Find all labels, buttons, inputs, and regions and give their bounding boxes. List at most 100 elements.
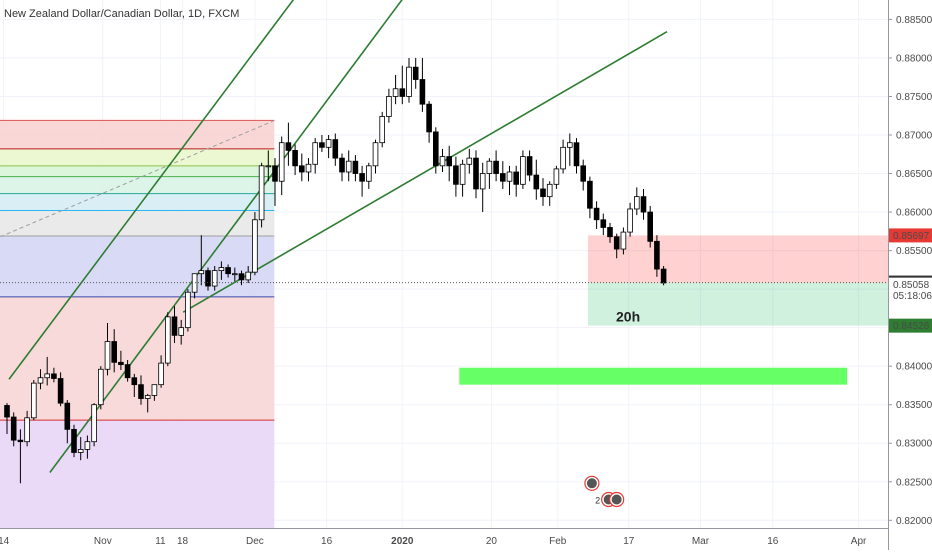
candle[interactable] (486, 160, 493, 174)
fib-band[interactable] (0, 296, 275, 421)
candle[interactable] (453, 165, 459, 185)
candle[interactable] (359, 173, 365, 182)
candle[interactable] (298, 165, 305, 173)
candle[interactable] (660, 268, 667, 284)
candle[interactable] (446, 156, 452, 167)
candle[interactable] (513, 171, 519, 185)
candle[interactable] (587, 180, 593, 209)
candle[interactable] (459, 163, 466, 185)
candle[interactable] (77, 448, 84, 453)
candle[interactable] (520, 156, 526, 185)
candle[interactable] (466, 157, 473, 165)
candle[interactable] (124, 364, 131, 379)
candle[interactable] (231, 273, 238, 276)
candle[interactable] (24, 417, 30, 443)
candle[interactable] (258, 165, 265, 221)
candle[interactable] (479, 173, 486, 190)
fib-trend-line[interactable] (0, 120, 274, 238)
fib-band[interactable] (0, 165, 275, 177)
candle[interactable] (365, 165, 372, 182)
candle[interactable] (285, 142, 292, 151)
candle[interactable] (44, 373, 50, 379)
price-zones[interactable] (459, 235, 888, 385)
candle[interactable] (111, 341, 118, 363)
candle[interactable] (412, 66, 419, 80)
candle[interactable] (211, 270, 218, 287)
candle[interactable] (91, 404, 97, 443)
candle[interactable] (627, 208, 633, 233)
candle[interactable] (218, 267, 225, 272)
candle[interactable] (4, 405, 10, 418)
candle[interactable] (620, 231, 627, 250)
candle[interactable] (526, 156, 533, 176)
fib-band[interactable] (0, 420, 275, 528)
fib-band[interactable] (0, 148, 275, 166)
candle[interactable] (439, 156, 446, 167)
candles[interactable] (4, 57, 667, 484)
time-axis[interactable]: 14 Nov 11 18 Dec 16 2020 20 Feb 17 Mar 16 Apr (0, 528, 888, 550)
candle[interactable] (426, 103, 432, 133)
candle[interactable] (178, 327, 185, 336)
channel-line[interactable] (182, 31, 668, 313)
candle[interactable] (151, 384, 158, 396)
candle[interactable] (392, 88, 399, 97)
trend-channel[interactable] (8, 0, 668, 473)
candle[interactable] (272, 165, 278, 182)
candle[interactable] (138, 384, 144, 399)
candle[interactable] (325, 139, 332, 148)
candle[interactable] (634, 196, 640, 210)
candle[interactable] (553, 168, 560, 185)
candle[interactable] (386, 96, 392, 117)
candle[interactable] (567, 142, 573, 148)
event-markers[interactable]: 2 (584, 475, 625, 508)
candle[interactable] (573, 142, 580, 167)
candle[interactable] (399, 88, 406, 97)
candle[interactable] (580, 165, 586, 182)
candle[interactable] (654, 240, 660, 270)
candle[interactable] (10, 416, 17, 441)
candle[interactable] (647, 211, 653, 242)
candle[interactable] (171, 316, 178, 336)
candle[interactable] (533, 174, 540, 190)
candle[interactable] (540, 188, 546, 198)
candle[interactable] (278, 142, 285, 182)
candle[interactable] (98, 368, 104, 406)
candle[interactable] (406, 66, 412, 97)
fib-band[interactable] (0, 235, 275, 297)
candle[interactable] (30, 382, 37, 419)
candle[interactable] (640, 196, 647, 213)
candle[interactable] (104, 341, 111, 370)
candle[interactable] (352, 160, 359, 174)
candle[interactable] (473, 157, 479, 190)
candle[interactable] (607, 227, 613, 238)
candle[interactable] (185, 291, 191, 329)
candle[interactable] (245, 271, 252, 281)
candle[interactable] (51, 373, 57, 379)
candle[interactable] (57, 378, 64, 404)
candle[interactable] (560, 146, 566, 170)
candle[interactable] (71, 428, 77, 453)
fib-band[interactable] (0, 176, 275, 194)
channel-line[interactable] (8, 0, 301, 380)
candle[interactable] (292, 150, 298, 167)
zone-support[interactable] (459, 367, 848, 385)
fib-band[interactable] (0, 120, 275, 149)
candle[interactable] (265, 165, 272, 168)
candle[interactable] (432, 131, 439, 167)
candle[interactable] (319, 142, 325, 148)
candle[interactable] (499, 173, 506, 182)
candle[interactable] (493, 160, 499, 174)
price-axis[interactable]: 0.88500 0.88000 0.87500 0.87000 0.86500 0.860… (888, 0, 932, 550)
candle[interactable] (252, 219, 258, 273)
candle[interactable] (205, 270, 211, 287)
candle[interactable] (379, 116, 385, 144)
candle[interactable] (37, 377, 44, 384)
candle[interactable] (131, 377, 138, 386)
candle[interactable] (225, 267, 231, 275)
candle[interactable] (600, 219, 607, 228)
candle[interactable] (593, 207, 600, 221)
candle[interactable] (419, 79, 426, 105)
candle[interactable] (312, 142, 318, 165)
fib-band[interactable] (0, 193, 275, 211)
